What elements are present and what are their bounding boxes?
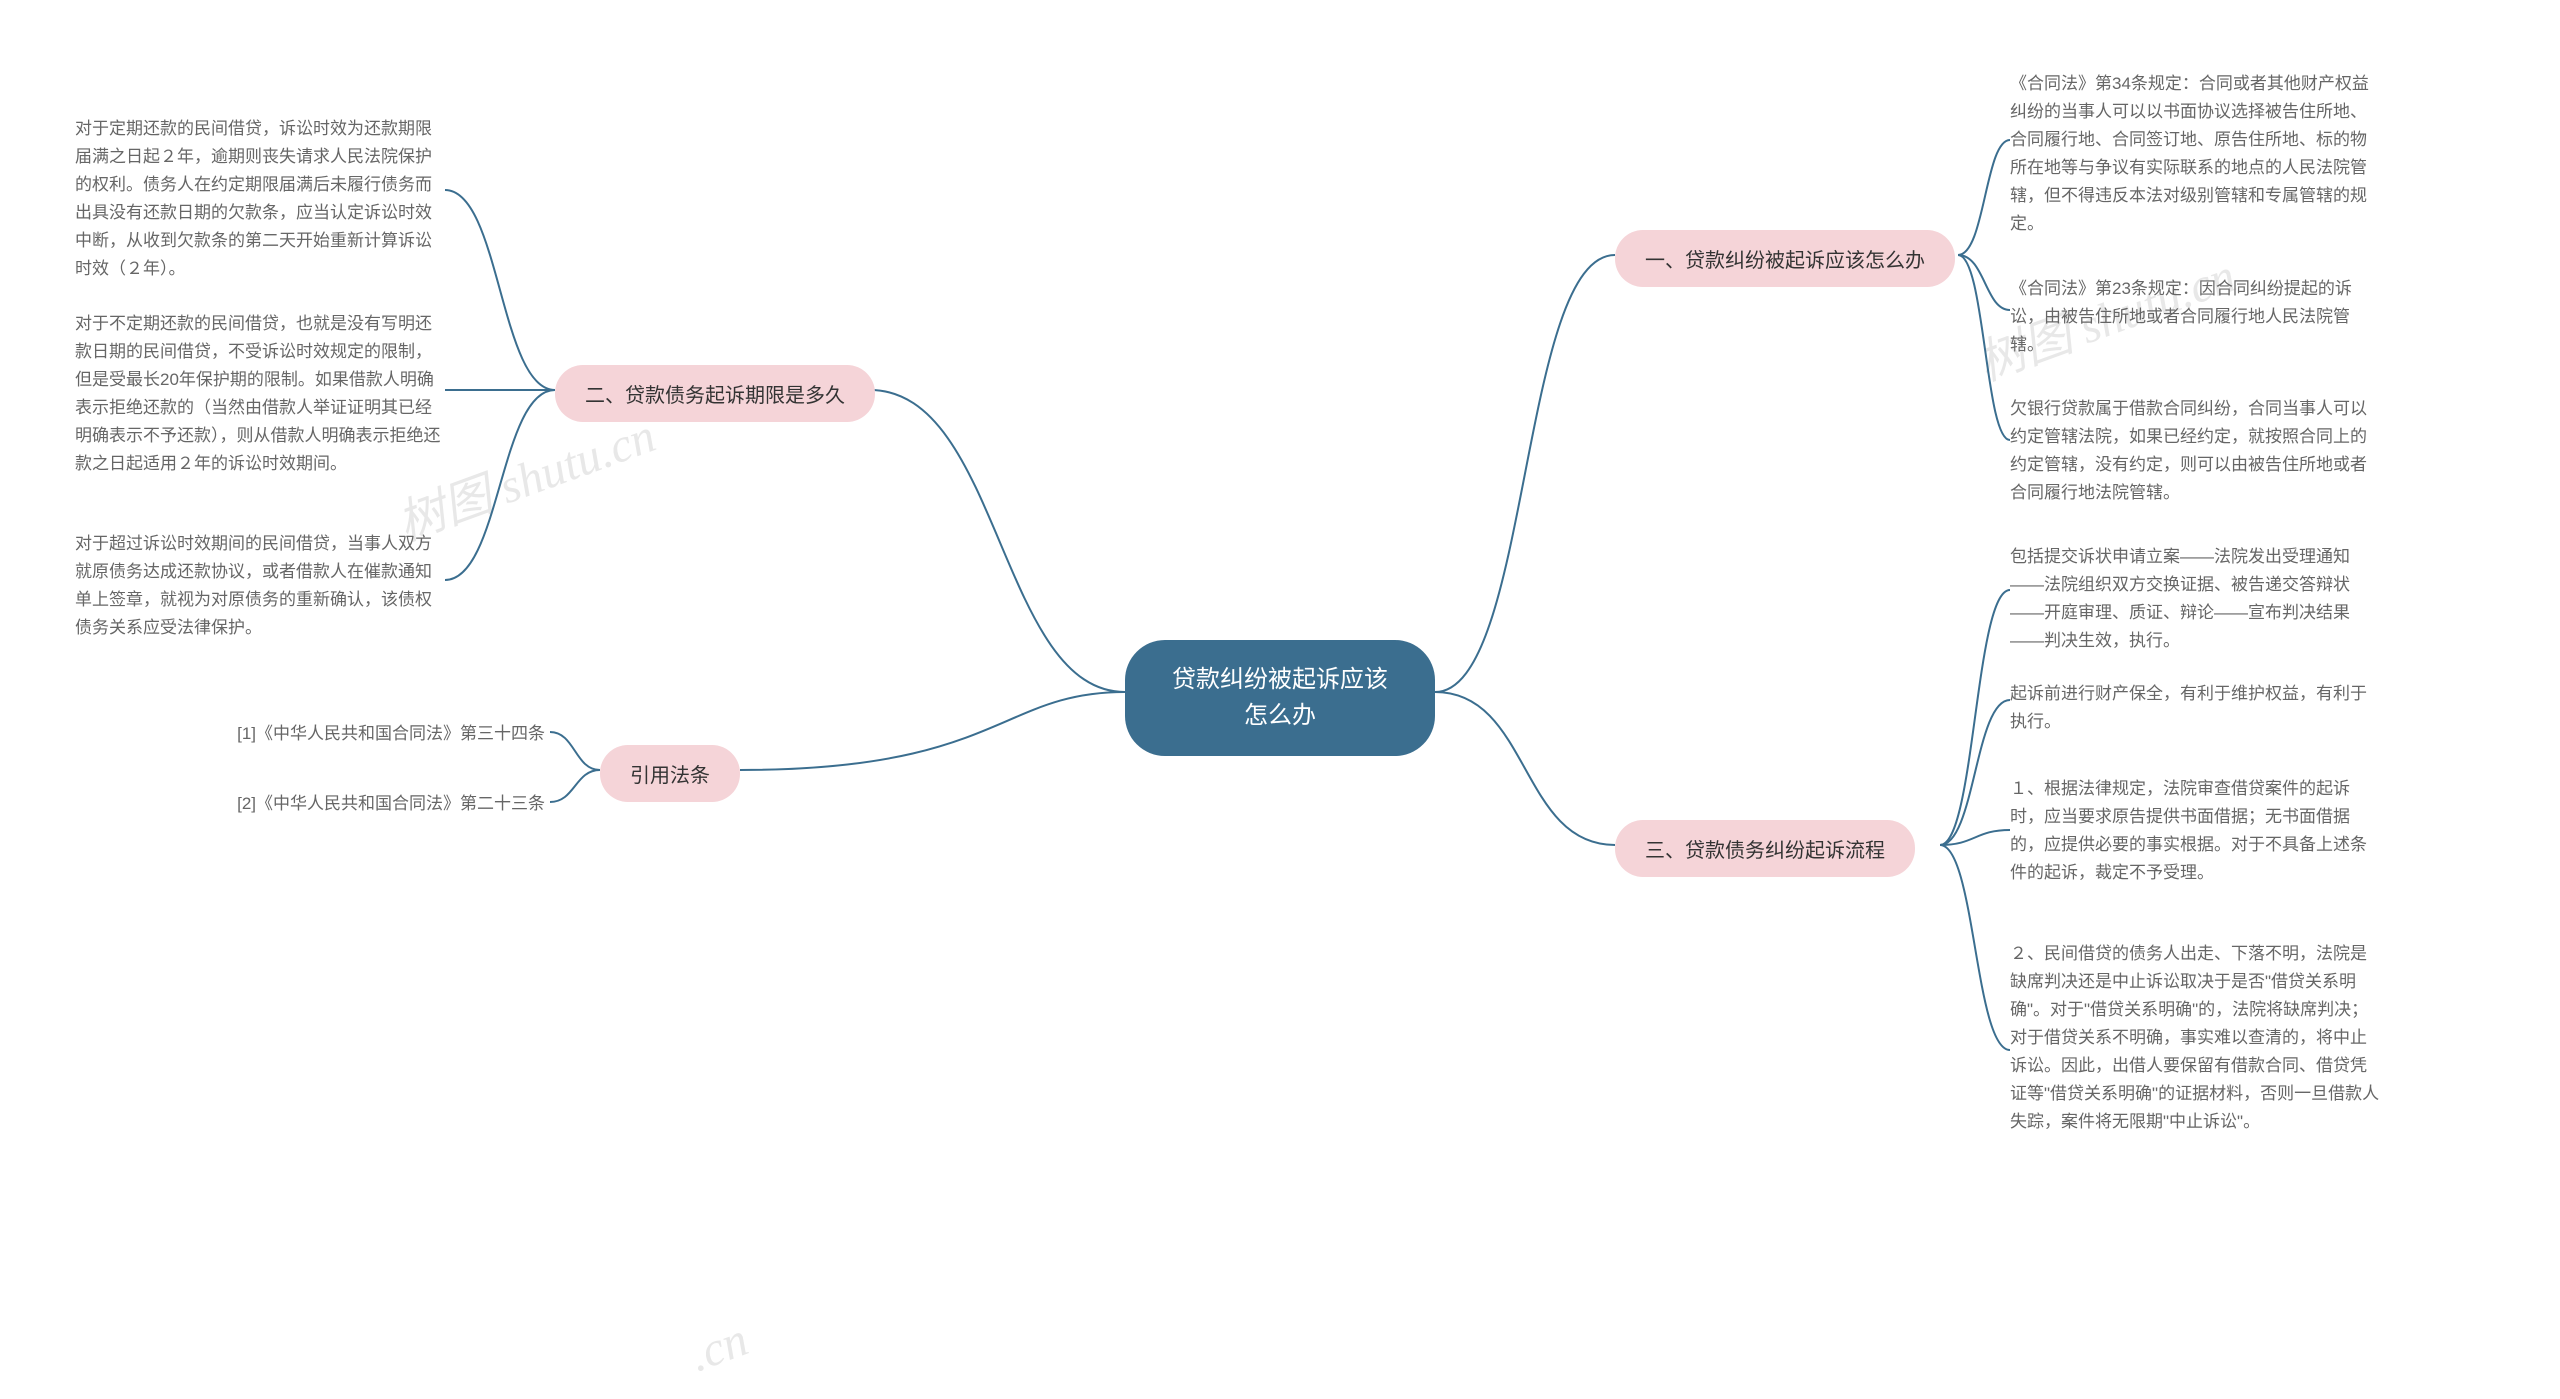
branch-node-3: 三、贷款债务纠纷起诉流程 — [1615, 820, 1915, 877]
leaf-text: 欠银行贷款属于借款合同纠纷，合同当事人可以约定管辖法院，如果已经约定，就按照合同… — [2010, 399, 2367, 502]
center-node: 贷款纠纷被起诉应该怎么办 — [1125, 640, 1435, 756]
branch-label: 引用法条 — [630, 765, 710, 787]
leaf-node: 对于超过诉讼时效期间的民间借贷，当事人双方就原债务达成还款协议，或者借款人在催款… — [75, 530, 445, 642]
leaf-node: ２、民间借贷的债务人出走、下落不明，法院是缺席判决还是中止诉讼取决于是否"借贷关… — [2010, 940, 2380, 1136]
branch-label: 三、贷款债务纠纷起诉流程 — [1645, 840, 1885, 862]
branch-label: 二、贷款债务起诉期限是多久 — [585, 385, 845, 407]
leaf-text: ２、民间借贷的债务人出走、下落不明，法院是缺席判决还是中止诉讼取决于是否"借贷关… — [2010, 944, 2379, 1131]
leaf-text: 《合同法》第34条规定：合同或者其他财产权益纠纷的当事人可以以书面协议选择被告住… — [2010, 74, 2369, 233]
branch-label: 一、贷款纠纷被起诉应该怎么办 — [1645, 250, 1925, 272]
leaf-node: 包括提交诉状申请立案——法院发出受理通知——法院组织双方交换证据、被告递交答辩状… — [2010, 543, 2380, 655]
leaf-text: 《合同法》第23条规定：因合同纠纷提起的诉讼，由被告住所地或者合同履行地人民法院… — [2010, 279, 2352, 354]
leaf-node: １、根据法律规定，法院审查借贷案件的起诉时，应当要求原告提供书面借据；无书面借据… — [2010, 775, 2380, 887]
leaf-node: [2]《中华人民共和国合同法》第二十三条 — [225, 790, 545, 818]
leaf-text: 对于超过诉讼时效期间的民间借贷，当事人双方就原债务达成还款协议，或者借款人在催款… — [75, 534, 432, 637]
leaf-node: 对于定期还款的民间借贷，诉讼时效为还款期限届满之日起２年，逾期则丧失请求人民法院… — [75, 115, 445, 283]
leaf-text: [1]《中华人民共和国合同法》第三十四条 — [237, 724, 545, 743]
center-label: 贷款纠纷被起诉应该怎么办 — [1172, 666, 1388, 729]
leaf-text: 对于不定期还款的民间借贷，也就是没有写明还款日期的民间借贷，不受诉讼时效规定的限… — [75, 314, 441, 473]
branch-node-1: 一、贷款纠纷被起诉应该怎么办 — [1615, 230, 1955, 287]
leaf-node: 《合同法》第23条规定：因合同纠纷提起的诉讼，由被告住所地或者合同履行地人民法院… — [2010, 275, 2380, 359]
leaf-text: [2]《中华人民共和国合同法》第二十三条 — [237, 794, 545, 813]
leaf-text: 起诉前进行财产保全，有利于维护权益，有利于执行。 — [2010, 684, 2367, 731]
leaf-node: 起诉前进行财产保全，有利于维护权益，有利于执行。 — [2010, 680, 2380, 736]
leaf-node: [1]《中华人民共和国合同法》第三十四条 — [225, 720, 545, 748]
leaf-node: 对于不定期还款的民间借贷，也就是没有写明还款日期的民间借贷，不受诉讼时效规定的限… — [75, 310, 445, 478]
leaf-text: 对于定期还款的民间借贷，诉讼时效为还款期限届满之日起２年，逾期则丧失请求人民法院… — [75, 119, 432, 278]
watermark: .cn — [682, 1312, 755, 1383]
branch-node-4: 引用法条 — [600, 745, 740, 802]
branch-node-2: 二、贷款债务起诉期限是多久 — [555, 365, 875, 422]
leaf-node: 《合同法》第34条规定：合同或者其他财产权益纠纷的当事人可以以书面协议选择被告住… — [2010, 70, 2380, 238]
leaf-text: １、根据法律规定，法院审查借贷案件的起诉时，应当要求原告提供书面借据；无书面借据… — [2010, 779, 2367, 882]
leaf-node: 欠银行贷款属于借款合同纠纷，合同当事人可以约定管辖法院，如果已经约定，就按照合同… — [2010, 395, 2380, 507]
leaf-text: 包括提交诉状申请立案——法院发出受理通知——法院组织双方交换证据、被告递交答辩状… — [2010, 547, 2350, 650]
